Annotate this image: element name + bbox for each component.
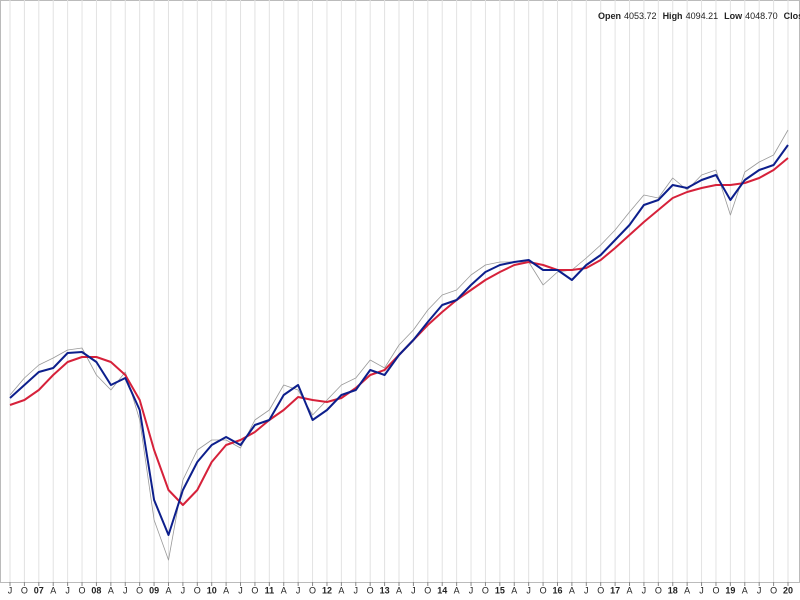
- x-tick-label: O: [309, 585, 316, 595]
- ohlc-value: 4053.72: [624, 11, 657, 21]
- x-tick-label: O: [770, 585, 777, 595]
- x-tick-label: O: [194, 585, 201, 595]
- x-tick-label: A: [684, 585, 690, 595]
- x-tick-label: J: [354, 585, 359, 595]
- x-tick-label: O: [79, 585, 86, 595]
- x-tick-label: A: [165, 585, 171, 595]
- x-tick-label: J: [757, 585, 762, 595]
- x-tick-label: 07: [34, 585, 44, 595]
- x-tick-label: O: [540, 585, 547, 595]
- x-tick-label: J: [642, 585, 647, 595]
- x-tick-label: 08: [91, 585, 101, 595]
- ohlc-label: Close: [783, 11, 800, 21]
- x-tick-label: J: [238, 585, 243, 595]
- x-tick-label: J: [526, 585, 531, 595]
- x-tick-label: A: [50, 585, 56, 595]
- x-tick-label: 11: [265, 585, 275, 595]
- x-tick-label: 09: [149, 585, 159, 595]
- x-tick-label: O: [712, 585, 719, 595]
- x-tick-label: J: [296, 585, 301, 595]
- x-tick-label: O: [482, 585, 489, 595]
- ohlc-label: High: [662, 11, 683, 21]
- ohlc-label: Low: [724, 11, 743, 21]
- x-tick-label: A: [108, 585, 114, 595]
- x-tick-label: 15: [495, 585, 505, 595]
- x-tick-label: J: [8, 585, 13, 595]
- x-tick-label: 19: [725, 585, 735, 595]
- x-tick-label: 16: [552, 585, 562, 595]
- x-tick-label: 14: [437, 585, 447, 595]
- x-tick-label: J: [65, 585, 70, 595]
- x-tick-label: J: [584, 585, 589, 595]
- ohlc-label: Open: [598, 11, 622, 21]
- x-tick-label: A: [338, 585, 344, 595]
- x-tick-label: O: [21, 585, 28, 595]
- x-tick-label: O: [597, 585, 604, 595]
- x-tick-label: J: [123, 585, 128, 595]
- x-tick-label: A: [569, 585, 575, 595]
- x-tick-label: 18: [668, 585, 678, 595]
- x-tick-label: J: [411, 585, 416, 595]
- x-tick-label: A: [454, 585, 460, 595]
- x-tick-label: 12: [322, 585, 332, 595]
- x-tick-label: O: [136, 585, 143, 595]
- x-tick-label: A: [742, 585, 748, 595]
- series-line: [9, 129, 789, 561]
- x-tick-label: O: [424, 585, 431, 595]
- ohlc-value: 4048.70: [745, 11, 778, 21]
- x-tick-label: A: [396, 585, 402, 595]
- x-tick-label: O: [251, 585, 258, 595]
- x-tick-label: A: [281, 585, 287, 595]
- x-tick-label: 13: [380, 585, 390, 595]
- x-tick-label: 10: [207, 585, 217, 595]
- plot-frame: [0, 0, 800, 583]
- x-tick-label: O: [655, 585, 662, 595]
- x-tick-label: J: [699, 585, 704, 595]
- x-tick-label: 17: [610, 585, 620, 595]
- x-tick-label: J: [181, 585, 186, 595]
- x-tick-label: O: [367, 585, 374, 595]
- x-tick-label: A: [511, 585, 517, 595]
- ohlc-value: 4094.21: [685, 11, 719, 21]
- x-tick-label: J: [469, 585, 474, 595]
- x-tick-label: A: [223, 585, 229, 595]
- series-line: [9, 144, 789, 536]
- x-tick-label: A: [627, 585, 633, 595]
- x-tick-label: 20: [783, 585, 793, 595]
